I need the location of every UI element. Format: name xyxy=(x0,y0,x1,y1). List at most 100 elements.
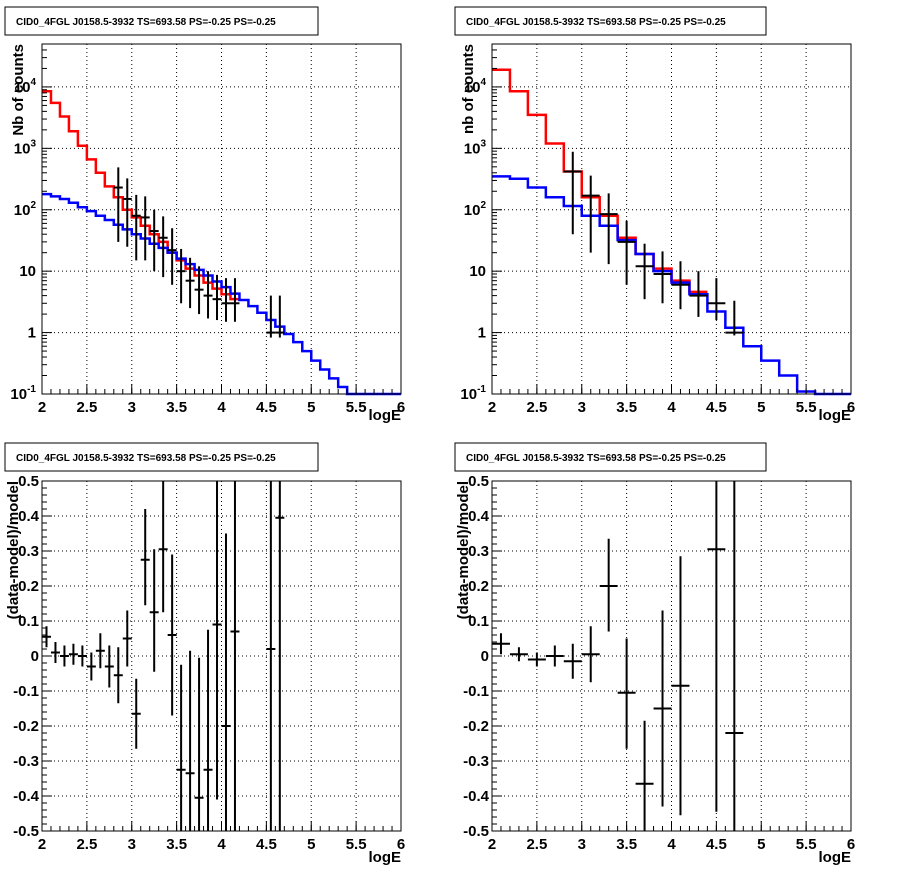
data-point xyxy=(77,645,87,667)
x-tick-label: 4 xyxy=(217,836,226,853)
data-point xyxy=(167,228,177,285)
data-point xyxy=(275,481,285,831)
data-point xyxy=(725,300,744,336)
x-axis-title: logE xyxy=(369,407,402,424)
y-tick-label: 0.5 xyxy=(468,473,489,490)
data-point xyxy=(42,626,51,648)
data-point xyxy=(563,151,582,235)
x-tick-label: 4.5 xyxy=(256,836,277,853)
model-background-histogram xyxy=(492,175,851,396)
x-tick-label: 4.5 xyxy=(256,399,277,416)
panel-bottom-left: 2 2.5 3 3.5 4 4.5 5 5.5 6 -0.5 -0.4 -0.3 -0.2 -0.1 0 0.… xyxy=(4,442,405,866)
data-point xyxy=(230,278,240,322)
data-point xyxy=(635,720,654,831)
y-tick-label: 10 xyxy=(469,263,486,280)
x-tick-label: 6 xyxy=(847,836,855,853)
x-tick-label: 6 xyxy=(847,399,855,416)
series-layer xyxy=(42,481,285,831)
x-tick-label: 4 xyxy=(217,399,226,416)
data-point xyxy=(230,481,240,831)
y-tick-label: 0.5 xyxy=(18,473,39,490)
data-point xyxy=(266,295,276,338)
x-tick-label: 2.5 xyxy=(76,399,97,416)
chart-title: CID0_4FGL J0158.5-3932 TS=693.58 PS=-0.2… xyxy=(16,453,276,464)
data-point xyxy=(68,643,78,665)
data-point xyxy=(158,216,168,278)
y-tick-label: -0.5 xyxy=(463,823,489,840)
y-tick-label: -0.4 xyxy=(13,788,40,805)
title-box: CID0_4FGL J0158.5-3932 TS=693.58 PS=-0.2… xyxy=(454,6,767,36)
data-point xyxy=(221,533,231,831)
data-point xyxy=(176,664,186,831)
data-point xyxy=(599,538,618,632)
y-tick-label: -0.5 xyxy=(13,823,39,840)
plot-area xyxy=(492,44,851,394)
y-tick-label: 0.4 xyxy=(468,508,490,525)
x-tick-label: 4.5 xyxy=(706,836,727,853)
x-tick-label: 2.5 xyxy=(76,836,97,853)
y-tick-label: -0.3 xyxy=(463,753,489,770)
data-point xyxy=(545,645,564,667)
plot-area xyxy=(42,44,401,394)
x-axis-title: logE xyxy=(819,407,852,424)
y-tick-label: -0.1 xyxy=(463,683,489,700)
data-point xyxy=(527,652,546,667)
x-tick-label: 5 xyxy=(757,399,765,416)
y-tick-label: 0 xyxy=(31,648,39,665)
data-point xyxy=(140,196,150,261)
model-background-histogram xyxy=(42,192,401,396)
y-tick-label: -0.2 xyxy=(463,718,489,735)
x-tick-label: 4.5 xyxy=(706,399,727,416)
y-tick-label: 1 xyxy=(28,325,36,342)
x-tick-label: 2 xyxy=(38,836,46,853)
data-point xyxy=(104,645,114,688)
x-tick-label: 3 xyxy=(578,836,586,853)
data-point xyxy=(149,549,159,672)
data-point xyxy=(275,295,285,338)
x-tick-label: 3.5 xyxy=(616,399,637,416)
data-point xyxy=(671,261,690,310)
title-box: CID0_4FGL J0158.5-3932 TS=693.58 PS=-0.2… xyxy=(4,442,319,472)
data-point xyxy=(221,278,231,322)
y-axis-title: nb of counts xyxy=(460,44,477,134)
y-axis-title: Nb of counts xyxy=(10,44,27,136)
title-box: CID0_4FGL J0158.5-3932 TS=693.58 PS=-0.2… xyxy=(4,6,319,36)
x-tick-label: 2 xyxy=(488,399,496,416)
data-point xyxy=(203,271,213,319)
series-layer xyxy=(492,481,744,831)
data-point xyxy=(122,178,132,247)
x-tick-label: 2 xyxy=(38,399,46,416)
series-layer xyxy=(492,68,851,396)
data-point xyxy=(707,278,726,321)
x-tick-label: 3 xyxy=(128,399,136,416)
x-tick-label: 5.5 xyxy=(796,836,817,853)
x-tick-label: 4 xyxy=(667,836,676,853)
data-point xyxy=(185,650,195,831)
y-axis-title: (data-model)/model xyxy=(5,481,22,619)
y-tick-label: 0.2 xyxy=(18,578,39,595)
chart-title: CID0_4FGL J0158.5-3932 TS=693.58 PS=-0.2… xyxy=(466,453,726,464)
data-point xyxy=(707,481,726,812)
x-tick-label: 3.5 xyxy=(166,399,187,416)
y-tick-label: -0.4 xyxy=(463,788,490,805)
data-point xyxy=(266,481,276,831)
data-point xyxy=(581,175,600,253)
x-tick-label: 5 xyxy=(757,836,765,853)
data-point xyxy=(203,629,213,831)
data-point xyxy=(617,638,636,749)
data-point xyxy=(95,633,105,669)
data-point xyxy=(212,274,222,321)
y-tick-label: 0.1 xyxy=(18,613,39,630)
data-point xyxy=(140,509,150,606)
data-point xyxy=(131,194,141,261)
x-tick-label: 3.5 xyxy=(166,836,187,853)
x-tick-label: 2.5 xyxy=(526,399,547,416)
x-tick-label: 5.5 xyxy=(796,399,817,416)
title-box: CID0_4FGL J0158.5-3932 TS=693.58 PS=-0.2… xyxy=(454,442,767,472)
data-point xyxy=(599,193,618,265)
data-point xyxy=(185,257,195,309)
